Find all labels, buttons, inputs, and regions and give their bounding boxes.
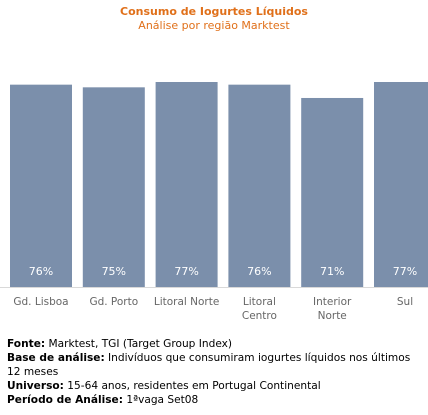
bar (228, 84, 291, 287)
source-notes: Fonte: Marktest, TGI (Target Group Index… (7, 337, 425, 407)
bar-value-label: 76% (29, 265, 53, 278)
source-line-universo: Universo: 15-64 anos, residentes em Port… (7, 380, 321, 392)
x-tick-label: Litoral (243, 296, 276, 308)
bar-value-label: 77% (174, 265, 198, 278)
bar (10, 84, 72, 287)
x-tick-label: Gd. Lisboa (13, 296, 68, 308)
chart-subtitle: Análise por região Marktest (138, 19, 290, 32)
chart-title: Consumo de Iogurtes Líquidos (120, 5, 308, 18)
bar-chart: 76% Gd. Lisboa 75% Gd. Porto 77% Litoral Nort… (0, 82, 428, 322)
x-tick-label: Litoral Norte (154, 296, 220, 308)
bar (301, 97, 364, 287)
bar (82, 87, 145, 287)
x-tick-label: Interior (313, 296, 352, 308)
bar-value-label: 71% (320, 265, 344, 278)
source-line-periodo: Período de Análise: 1ªvaga Set08 (7, 394, 199, 406)
x-tick-label: Sul (397, 296, 413, 308)
source-line-fonte: Fonte: Marktest, TGI (Target Group Index… (7, 338, 233, 350)
bar (155, 82, 218, 287)
bar (374, 82, 428, 287)
x-tick-label: Gd. Porto (89, 296, 138, 308)
x-tick-label: Norte (318, 310, 347, 322)
source-line-base: Base de análise: Indivíduos que consumir… (7, 352, 411, 378)
bar-value-label: 76% (247, 265, 271, 278)
bar-value-label: 75% (102, 265, 126, 278)
bar-value-label: 77% (393, 265, 417, 278)
x-tick-label: Centro (242, 310, 277, 322)
